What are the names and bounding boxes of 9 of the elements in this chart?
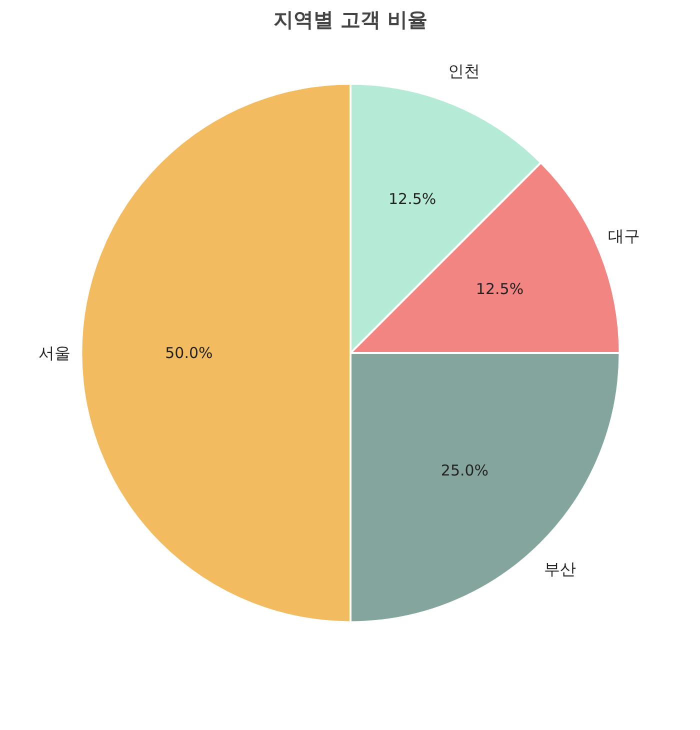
chart-title: 지역별 고객 비율 — [274, 8, 428, 32]
data-label: 25.0% — [440, 462, 489, 480]
data-label: 50.0% — [165, 344, 213, 362]
slice-label: 서울 — [38, 343, 70, 362]
slice-label: 인천 — [448, 61, 480, 80]
slice-label: 부산 — [544, 559, 576, 578]
slice-label: 대구 — [608, 226, 640, 246]
data-label: 12.5% — [388, 190, 436, 208]
data-label: 12.5% — [476, 280, 524, 298]
